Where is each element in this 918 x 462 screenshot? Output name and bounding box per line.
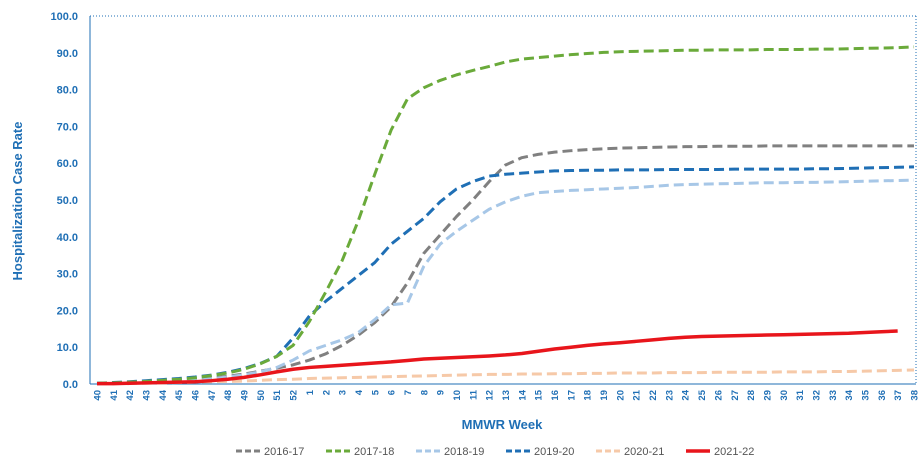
x-tick-label: 5 — [370, 389, 381, 395]
x-tick-label: 18 — [583, 390, 594, 401]
x-tick-label: 49 — [240, 390, 251, 401]
x-tick-label: 1 — [305, 389, 316, 395]
y-tick-label: 50.0 — [57, 195, 78, 207]
x-tick-label: 27 — [730, 390, 741, 401]
x-tick-label: 10 — [452, 390, 463, 401]
x-axis-title: MMWR Week — [462, 417, 543, 432]
y-tick-label: 20.0 — [57, 305, 78, 317]
x-tick-label: 2 — [321, 390, 332, 395]
legend-item: 2018-19 — [416, 446, 484, 458]
series-line-2019-20 — [96, 165, 915, 385]
x-tick-label: 17 — [566, 390, 577, 401]
legend-label: 2017-18 — [354, 446, 394, 458]
x-tick-label: 32 — [811, 390, 822, 401]
y-tick-label: 10.0 — [57, 342, 78, 354]
legend-item: 2016-17 — [236, 446, 304, 458]
x-tick-label: 11 — [468, 389, 479, 400]
x-tick-label: 24 — [681, 389, 692, 400]
x-tick-label: 25 — [697, 389, 708, 400]
x-tick-label: 41 — [109, 389, 120, 400]
x-tick-label: 40 — [93, 390, 104, 401]
x-tick-label: 45 — [174, 389, 185, 400]
series-line-2017-18 — [96, 45, 915, 385]
legend-label: 2018-19 — [444, 446, 484, 458]
x-tick-label: 52 — [289, 390, 300, 401]
legend-item: 2017-18 — [326, 446, 394, 458]
x-tick-label: 35 — [860, 389, 871, 400]
x-tick-label: 37 — [893, 390, 904, 401]
x-tick-label: 50 — [256, 390, 267, 401]
series-line-2018-19 — [96, 178, 915, 386]
y-tick-label: 90.0 — [57, 48, 78, 60]
legend-label: 2021-22 — [714, 446, 754, 458]
x-tick-label: 42 — [125, 390, 136, 401]
x-tick-label: 38 — [910, 390, 918, 401]
x-tick-label: 28 — [746, 390, 757, 401]
x-tick-label: 33 — [828, 390, 839, 401]
legend-item: 2021-22 — [686, 446, 754, 458]
x-tick-label: 36 — [877, 390, 888, 401]
x-tick-label: 29 — [762, 390, 773, 401]
x-tick-label: 19 — [599, 390, 610, 401]
x-tick-label: 3 — [338, 390, 349, 395]
y-tick-label: 0.0 — [63, 379, 78, 391]
x-tick-label: 26 — [713, 390, 724, 401]
x-tick-label: 14 — [517, 389, 528, 400]
x-tick-label: 12 — [485, 390, 496, 401]
x-tick-label: 34 — [844, 389, 855, 400]
y-tick-label: 70.0 — [57, 121, 78, 133]
legend-item: 2020-21 — [596, 446, 664, 458]
legend-item: 2019-20 — [506, 446, 574, 458]
x-tick-label: 22 — [648, 390, 659, 401]
x-tick-label: 8 — [419, 390, 430, 395]
x-tick-label: 4 — [354, 389, 365, 395]
series-line-2021-22 — [97, 329, 898, 386]
x-tick-label: 13 — [501, 390, 512, 401]
y-tick-label: 30.0 — [57, 269, 78, 281]
x-tick-label: 48 — [223, 390, 234, 401]
x-tick-label: 6 — [387, 390, 398, 395]
series-line-2016-17 — [96, 144, 914, 386]
y-tick-label: 100.0 — [50, 11, 78, 23]
y-tick-label: 40.0 — [57, 232, 78, 244]
x-tick-label: 16 — [550, 390, 561, 401]
y-tick-label: 60.0 — [57, 158, 78, 170]
x-tick-label: 31 — [795, 389, 806, 400]
legend-label: 2019-20 — [534, 446, 574, 458]
x-tick-label: 44 — [158, 389, 169, 400]
x-tick-label: 21 — [632, 389, 643, 400]
x-tick-label: 46 — [191, 390, 202, 401]
x-tick-label: 9 — [436, 390, 447, 395]
x-tick-label: 20 — [615, 390, 626, 401]
legend-label: 2016-17 — [264, 446, 304, 458]
legend-label: 2020-21 — [624, 446, 664, 458]
x-tick-label: 51 — [272, 389, 283, 400]
x-tick-label: 30 — [779, 390, 790, 401]
y-axis-title: Hospitalization Case Rate — [10, 122, 25, 281]
y-tick-label: 80.0 — [57, 85, 78, 97]
x-tick-label: 23 — [664, 390, 675, 401]
legend: 2016-17 2017-18 2018-19 2019-20 2020-21 2021-… — [236, 446, 754, 458]
x-tick-label: 7 — [403, 390, 414, 395]
series-line-2020-21 — [97, 368, 915, 386]
x-tick-label: 47 — [207, 390, 218, 401]
x-tick-label: 43 — [142, 390, 153, 401]
x-tick-label: 15 — [534, 389, 545, 400]
